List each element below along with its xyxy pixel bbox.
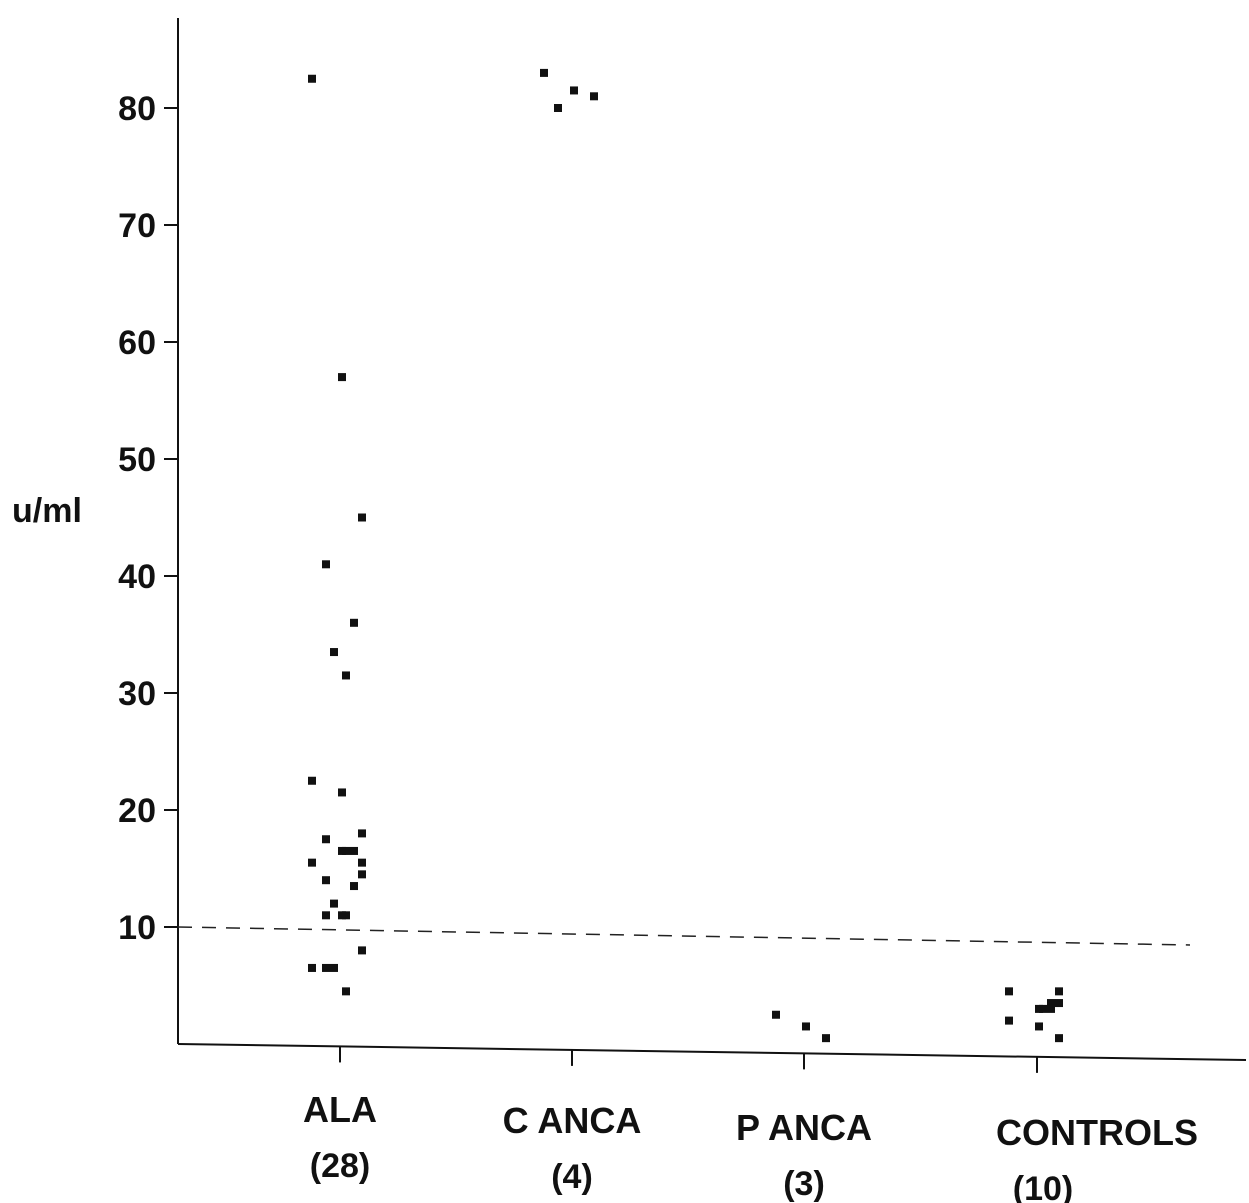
axes xyxy=(177,18,1247,1073)
category-label: CONTROLS xyxy=(996,1112,1198,1153)
data-point xyxy=(570,86,578,95)
data-point xyxy=(1005,987,1013,996)
data-point xyxy=(350,846,358,855)
data-points xyxy=(308,68,1063,1043)
data-point xyxy=(322,911,330,920)
y-tick-label: 60 xyxy=(118,324,156,362)
data-point xyxy=(1055,1034,1063,1043)
data-point xyxy=(342,671,350,680)
data-point xyxy=(308,963,316,972)
data-point xyxy=(358,858,366,867)
data-point xyxy=(1005,1016,1013,1025)
category-count: (3) xyxy=(783,1165,825,1203)
category-label: C ANCA xyxy=(503,1100,642,1141)
data-point xyxy=(322,560,330,569)
data-point xyxy=(322,876,330,885)
data-point xyxy=(342,987,350,996)
threshold-line xyxy=(177,926,1191,946)
data-point xyxy=(308,858,316,867)
data-point xyxy=(590,92,598,101)
data-point xyxy=(540,68,548,77)
category-count: (4) xyxy=(551,1158,593,1196)
data-point xyxy=(358,946,366,955)
data-point xyxy=(338,373,346,382)
data-point xyxy=(308,74,316,83)
data-point xyxy=(1055,999,1063,1008)
threshold-layer xyxy=(177,926,1191,946)
data-point xyxy=(1047,1004,1055,1013)
y-ticks: 80 70 60 50 40 30 20 10 xyxy=(118,90,178,947)
data-point xyxy=(350,882,358,891)
y-axis-label: u/ml xyxy=(12,492,82,530)
data-point xyxy=(802,1022,810,1031)
y-tick-label: 40 xyxy=(118,558,156,596)
y-tick-label: 70 xyxy=(118,207,156,245)
data-point xyxy=(1047,999,1055,1008)
data-point xyxy=(772,1010,780,1019)
data-point xyxy=(338,846,346,855)
data-point xyxy=(554,104,562,112)
y-tick-label: 80 xyxy=(118,90,156,128)
category-label: P ANCA xyxy=(736,1107,872,1148)
y-tick-label: 20 xyxy=(118,792,156,830)
data-point xyxy=(358,829,366,838)
data-point xyxy=(330,648,338,657)
data-point xyxy=(330,899,338,908)
x-axis-line xyxy=(177,1043,1247,1061)
data-point xyxy=(1055,987,1063,996)
data-point xyxy=(308,776,316,785)
data-point xyxy=(1035,1022,1043,1031)
data-point xyxy=(358,870,366,879)
data-point xyxy=(338,911,346,920)
data-point xyxy=(322,963,330,972)
data-point xyxy=(1035,1004,1043,1013)
data-point xyxy=(822,1034,830,1043)
data-point xyxy=(350,618,358,627)
y-tick-label: 10 xyxy=(118,909,156,947)
data-point xyxy=(322,835,330,844)
data-point xyxy=(330,963,338,972)
x-labels: ALA (28) C ANCA (4) P ANCA (3) CONTROLS (10) xyxy=(303,1089,1198,1203)
data-point xyxy=(358,513,366,522)
y-tick-label: 50 xyxy=(118,441,156,479)
y-tick-label: 30 xyxy=(118,675,156,713)
data-point xyxy=(338,788,346,797)
category-count: (28) xyxy=(310,1147,370,1185)
category-label: ALA xyxy=(303,1089,377,1130)
category-count: (10) xyxy=(1013,1170,1073,1203)
